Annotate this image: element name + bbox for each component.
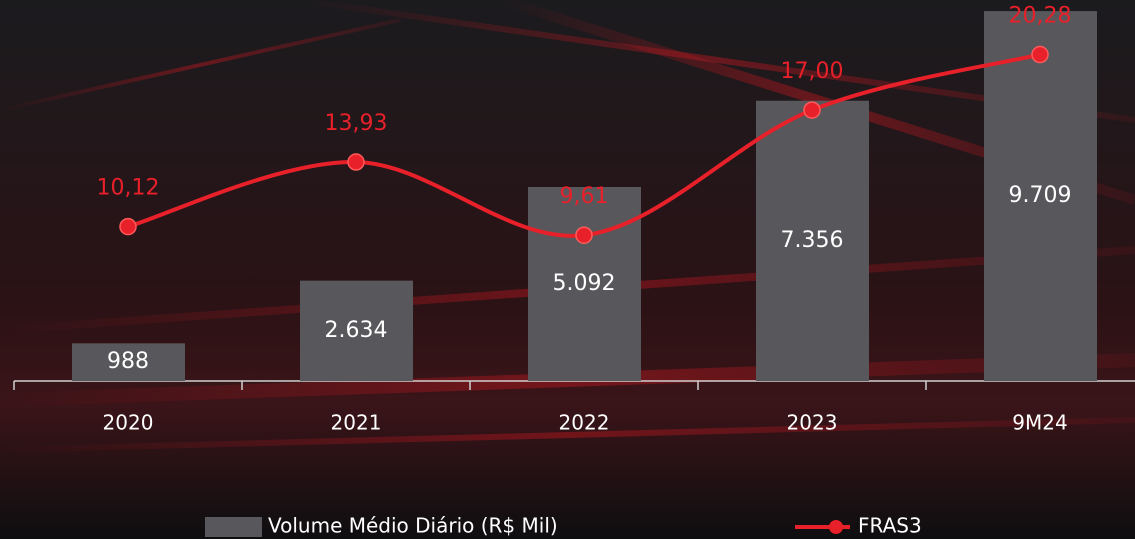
x-tick-label: 2022 — [559, 411, 610, 435]
bar-value-label: 988 — [107, 349, 149, 374]
line-value-label: 13,93 — [325, 111, 388, 136]
bar-value-label: 9.709 — [1009, 183, 1072, 208]
bar-value-label: 7.356 — [781, 228, 844, 253]
x-tick-label: 2020 — [103, 411, 154, 435]
line-value-label: 20,28 — [1009, 4, 1072, 29]
line-value-label: 10,12 — [97, 176, 160, 201]
legend-label: Volume Médio Diário (R$ Mil) — [268, 514, 558, 538]
line-point — [576, 227, 592, 243]
bar-value-label: 5.092 — [553, 271, 616, 296]
legend-swatch — [205, 517, 262, 537]
line-value-label: 17,00 — [781, 59, 844, 84]
x-tick-label: 9M24 — [1012, 411, 1067, 435]
line-point — [804, 102, 820, 118]
line-point — [1032, 47, 1048, 63]
legend-marker — [829, 520, 843, 534]
page: {"chart_data":{"type":"bar-line", "categ… — [0, 0, 1135, 539]
legend-label: FRAS3 — [858, 514, 922, 538]
line-value-label: 9,61 — [560, 184, 609, 209]
bar-value-label: 2.634 — [325, 318, 388, 343]
chart: 2020 2021 2022 2023 9M24 988 2.634 5.092 7.356 9.… — [0, 0, 1135, 539]
x-tick-label: 2023 — [787, 411, 838, 435]
line-point — [120, 219, 136, 235]
line-point — [348, 154, 364, 170]
x-tick-label: 2021 — [331, 411, 382, 435]
